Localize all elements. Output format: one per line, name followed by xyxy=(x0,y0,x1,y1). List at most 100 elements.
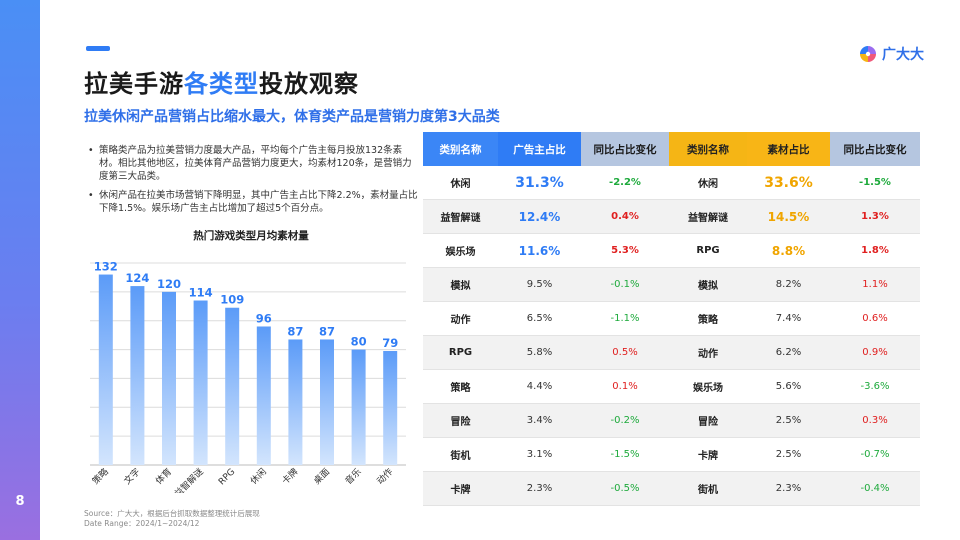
material-share-cell: 5.6% xyxy=(747,369,830,404)
table-row: 街机 3.1% -1.5% 卡牌 2.5% -0.7% xyxy=(423,437,920,472)
bar xyxy=(98,274,113,465)
bar xyxy=(256,326,271,465)
ad-change-cell: -1.1% xyxy=(581,301,669,336)
source-note: Source：广大大，根据后台抓取数据整理统计后展现 Date Range：20… xyxy=(84,509,260,529)
ad-share-cell: 3.1% xyxy=(498,437,581,472)
table-row: 卡牌 2.3% -0.5% 街机 2.3% -0.4% xyxy=(423,471,920,506)
category-tick-label: 卡牌 xyxy=(279,466,300,487)
table-row: 动作 6.5% -1.1% 策略 7.4% 0.6% xyxy=(423,301,920,336)
bar-value-label: 80 xyxy=(351,335,367,349)
category-tick-label: 文字 xyxy=(121,466,142,487)
ad-share-cell: 3.4% xyxy=(498,403,581,438)
ad-share-cell: 12.4% xyxy=(498,199,581,234)
category-tick-label: 桌面 xyxy=(311,466,332,487)
source-line: Source：广大大，根据后台抓取数据整理统计后展现 xyxy=(84,509,260,518)
bar-value-label: 124 xyxy=(125,271,149,285)
bullet-item: 策略类产品为拉美营销力度最大产品，平均每个广告主每月投放132条素材。相比其他地… xyxy=(88,144,418,183)
bar-value-label: 120 xyxy=(157,277,181,291)
bar xyxy=(320,339,334,465)
brand-logo-text: 广大大 xyxy=(882,47,924,63)
bar-value-label: 114 xyxy=(189,286,213,300)
material-change-cell: 0.9% xyxy=(830,335,920,370)
category-tick-label: 益智解谜 xyxy=(172,466,206,493)
category-cell: 模拟 xyxy=(423,267,498,302)
bar-value-label: 132 xyxy=(94,260,118,274)
material-change-cell: 1.1% xyxy=(830,267,920,302)
ad-share-cell: 31.3% xyxy=(498,166,581,200)
header-material-change: 同比占比变化 xyxy=(830,132,920,166)
ad-share-cell: 11.6% xyxy=(498,233,581,268)
ad-change-cell: 0.4% xyxy=(581,199,669,234)
material-change-cell: 0.3% xyxy=(830,403,920,438)
table-row: 娱乐场 11.6% 5.3% RPG 8.8% 1.8% xyxy=(423,233,920,268)
bar-value-label: 109 xyxy=(220,293,244,307)
title-accent-line xyxy=(86,46,110,51)
page-number: 8 xyxy=(15,494,25,509)
category-cell: 休闲 xyxy=(669,166,747,200)
category-cell: 娱乐场 xyxy=(669,369,747,404)
ad-share-cell: 6.5% xyxy=(498,301,581,336)
material-change-cell: -1.5% xyxy=(830,166,920,200)
table-body: 休闲 31.3% -2.2% 休闲 33.6% -1.5% 益智解谜 12.4% 0.4% 益智解… xyxy=(423,166,920,506)
material-share-cell: 8.8% xyxy=(747,233,830,268)
category-tick-label: 休闲 xyxy=(248,466,269,487)
bar xyxy=(193,300,208,465)
material-change-cell: -0.7% xyxy=(830,437,920,472)
bar xyxy=(162,291,176,465)
bar-value-label: 96 xyxy=(256,311,272,325)
brand-logo: 广大大 xyxy=(858,44,924,64)
category-cell: 益智解谜 xyxy=(423,199,498,234)
ad-change-cell: 0.1% xyxy=(581,369,669,404)
material-change-cell: 1.3% xyxy=(830,199,920,234)
material-share-cell: 14.5% xyxy=(747,199,830,234)
category-cell: 策略 xyxy=(423,369,498,404)
category-tick-label: 动作 xyxy=(374,466,395,487)
bar-value-label: 79 xyxy=(382,336,398,350)
header-ad-share: 广告主占比 xyxy=(498,132,581,166)
category-tick-label: RPG xyxy=(217,467,237,487)
bar xyxy=(351,349,366,465)
material-share-cell: 7.4% xyxy=(747,301,830,336)
material-share-cell: 2.5% xyxy=(747,437,830,472)
category-cell: 冒险 xyxy=(669,403,747,438)
category-cell: 动作 xyxy=(669,335,747,370)
material-change-cell: 1.8% xyxy=(830,233,920,268)
header-category-ad: 类别名称 xyxy=(423,132,498,166)
category-cell: RPG xyxy=(669,233,747,268)
material-change-cell: 0.6% xyxy=(830,301,920,336)
ad-change-cell: 5.3% xyxy=(581,233,669,268)
category-cell: RPG xyxy=(423,335,498,370)
material-change-cell: -3.6% xyxy=(830,369,920,404)
category-cell: 动作 xyxy=(423,301,498,336)
table-row: 冒险 3.4% -0.2% 冒险 2.5% 0.3% xyxy=(423,403,920,438)
material-share-cell: 8.2% xyxy=(747,267,830,302)
share-table: 类别名称 广告主占比 同比占比变化 类别名称 素材占比 同比占比变化 休闲 31.3% -2.… xyxy=(423,132,920,506)
category-cell: 策略 xyxy=(669,301,747,336)
ad-change-cell: -1.5% xyxy=(581,437,669,472)
category-cell: 街机 xyxy=(669,471,747,506)
title-suffix: 投放观察 xyxy=(259,70,359,98)
ad-change-cell: -0.1% xyxy=(581,267,669,302)
bar xyxy=(130,286,145,465)
category-cell: 休闲 xyxy=(423,166,498,200)
category-cell: 模拟 xyxy=(669,267,747,302)
table-row: RPG 5.8% 0.5% 动作 6.2% 0.9% xyxy=(423,335,920,370)
bar-value-label: 87 xyxy=(319,324,335,338)
header-ad-change: 同比占比变化 xyxy=(581,132,669,166)
ad-share-cell: 2.3% xyxy=(498,471,581,506)
guangdada-logo-icon xyxy=(860,46,876,62)
ad-share-cell: 5.8% xyxy=(498,335,581,370)
bar xyxy=(383,351,398,465)
table-row: 策略 4.4% 0.1% 娱乐场 5.6% -3.6% xyxy=(423,369,920,404)
table-row: 休闲 31.3% -2.2% 休闲 33.6% -1.5% xyxy=(423,166,920,200)
page-subtitle: 拉美休闲产品营销占比缩水最大，体育类产品是营销力度第3大品类 xyxy=(84,109,500,125)
ad-change-cell: 0.5% xyxy=(581,335,669,370)
bar xyxy=(288,339,303,465)
bullet-item: 休闲产品在拉美市场营销下降明显，其中广告主占比下降2.2%，素材量占比下降1.5… xyxy=(88,189,418,215)
category-tick-label: 策略 xyxy=(90,466,111,487)
material-share-cell: 2.5% xyxy=(747,403,830,438)
category-cell: 街机 xyxy=(423,437,498,472)
bar-value-label: 87 xyxy=(287,324,303,338)
category-tick-label: 体育 xyxy=(153,466,174,487)
bar-chart: 132 策略 124 文字 120 体育 114 益智解谜 109 RPG 96 休闲 87 卡牌 87 桌面… xyxy=(90,260,406,493)
